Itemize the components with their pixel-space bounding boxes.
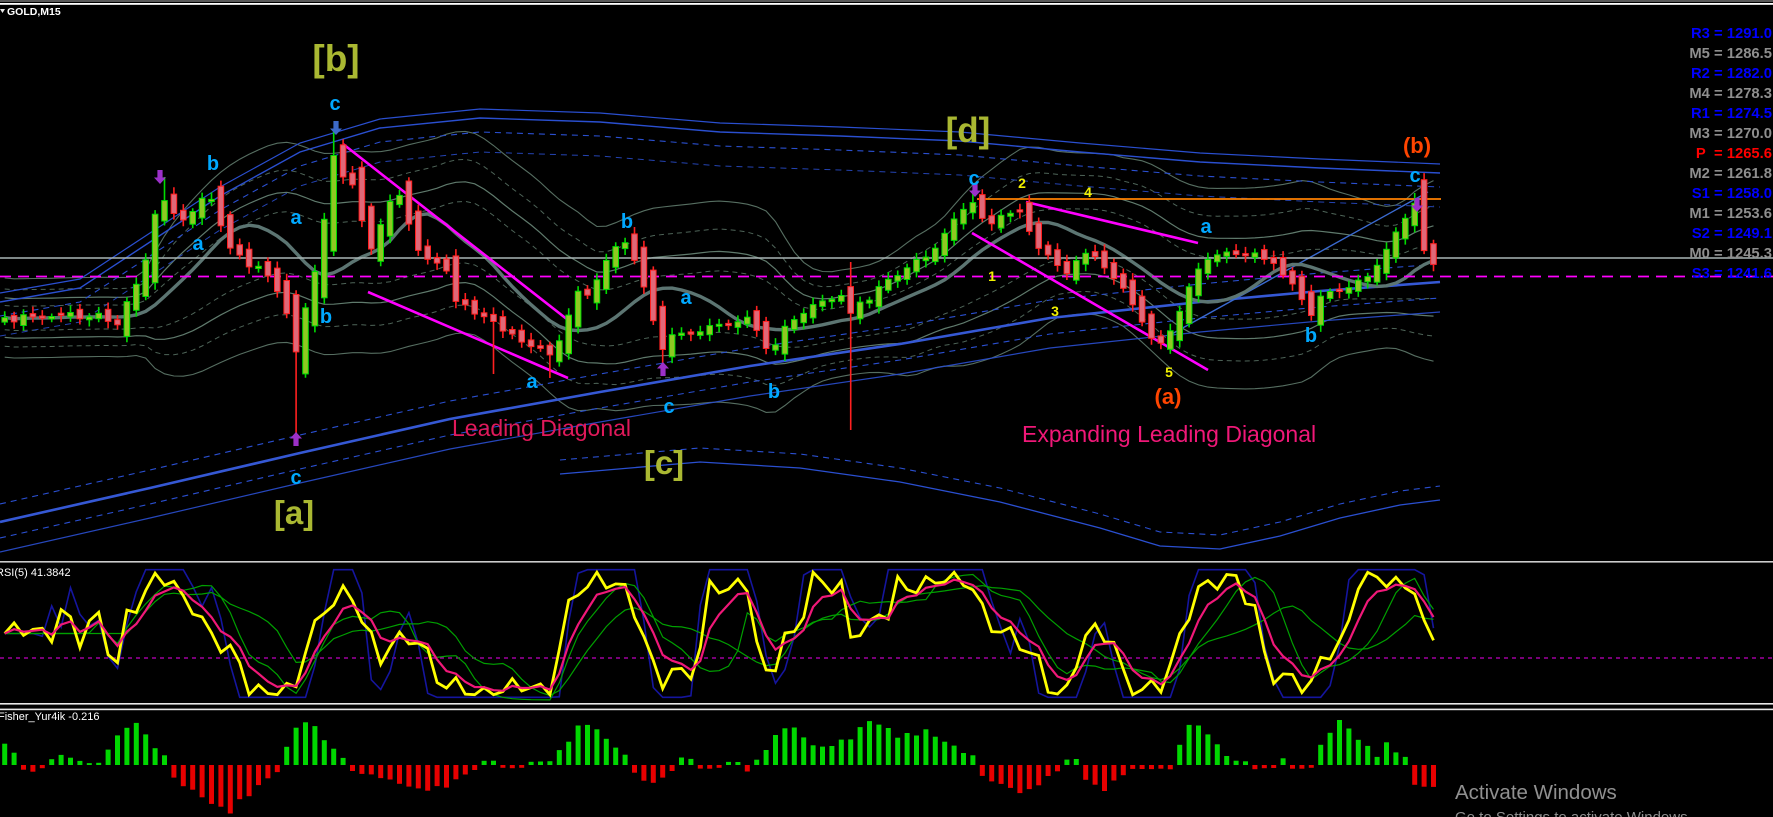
svg-text:c: c <box>663 396 674 418</box>
svg-text:S2 = 1249.1: S2 = 1249.1 <box>1692 226 1772 242</box>
svg-text:Leading Diagonal: Leading Diagonal <box>452 415 631 441</box>
svg-text:2: 2 <box>1018 175 1026 191</box>
svg-text:3: 3 <box>1051 303 1059 319</box>
svg-text:b: b <box>207 153 219 175</box>
svg-text:a: a <box>192 233 204 255</box>
svg-text:a: a <box>680 287 692 309</box>
svg-text:P = 1265.6: P = 1265.6 <box>1696 146 1772 162</box>
svg-text:a: a <box>526 371 538 393</box>
svg-text:(b): (b) <box>1403 133 1431 158</box>
svg-text:R3 = 1291.0: R3 = 1291.0 <box>1691 26 1772 42</box>
svg-text:b: b <box>621 211 633 233</box>
svg-text:c: c <box>329 93 340 115</box>
svg-text:b: b <box>768 381 780 403</box>
svg-text:M3 = 1270.0: M3 = 1270.0 <box>1689 126 1772 142</box>
svg-text:b: b <box>1305 325 1317 347</box>
svg-text:1: 1 <box>988 268 996 284</box>
svg-text:a: a <box>290 207 302 229</box>
svg-text:R1 = 1274.5: R1 = 1274.5 <box>1691 106 1772 122</box>
svg-text:5: 5 <box>1165 364 1173 380</box>
svg-text:S1 = 1258.0: S1 = 1258.0 <box>1692 186 1772 202</box>
svg-text:Activate Windows: Activate Windows <box>1455 781 1617 804</box>
svg-text:[b]: [b] <box>312 38 359 79</box>
svg-text:[c]: [c] <box>644 444 684 481</box>
svg-text:Go to Settings to activate Win: Go to Settings to activate Windows. <box>1455 809 1692 817</box>
svg-text:c: c <box>1409 165 1420 187</box>
svg-text:M0 = 1245.3: M0 = 1245.3 <box>1689 246 1772 262</box>
svg-text:c: c <box>290 467 301 489</box>
svg-text:Expanding Leading Diagonal: Expanding Leading Diagonal <box>1022 421 1316 447</box>
svg-text:GOLD,M15: GOLD,M15 <box>7 6 61 18</box>
svg-text:M1 = 1253.6: M1 = 1253.6 <box>1689 206 1772 222</box>
svg-text:M4 = 1278.3: M4 = 1278.3 <box>1689 86 1772 102</box>
svg-text:[a]: [a] <box>274 494 314 531</box>
svg-text:a: a <box>1200 216 1212 238</box>
svg-text:M2 = 1261.8: M2 = 1261.8 <box>1689 166 1772 182</box>
svg-text:Fisher_Yur4ik -0.216: Fisher_Yur4ik -0.216 <box>0 711 100 723</box>
svg-text:RSI(5) 41.3842: RSI(5) 41.3842 <box>0 567 71 579</box>
svg-text:4: 4 <box>1084 184 1092 200</box>
svg-text:[d]: [d] <box>946 111 991 150</box>
svg-text:S3 = 1241.6: S3 = 1241.6 <box>1692 266 1772 282</box>
svg-text:(a): (a) <box>1155 384 1182 409</box>
svg-text:M5 = 1286.5: M5 = 1286.5 <box>1689 46 1772 62</box>
svg-text:c: c <box>968 168 979 190</box>
svg-text:R2 = 1282.0: R2 = 1282.0 <box>1691 66 1772 82</box>
svg-text:b: b <box>320 306 332 328</box>
